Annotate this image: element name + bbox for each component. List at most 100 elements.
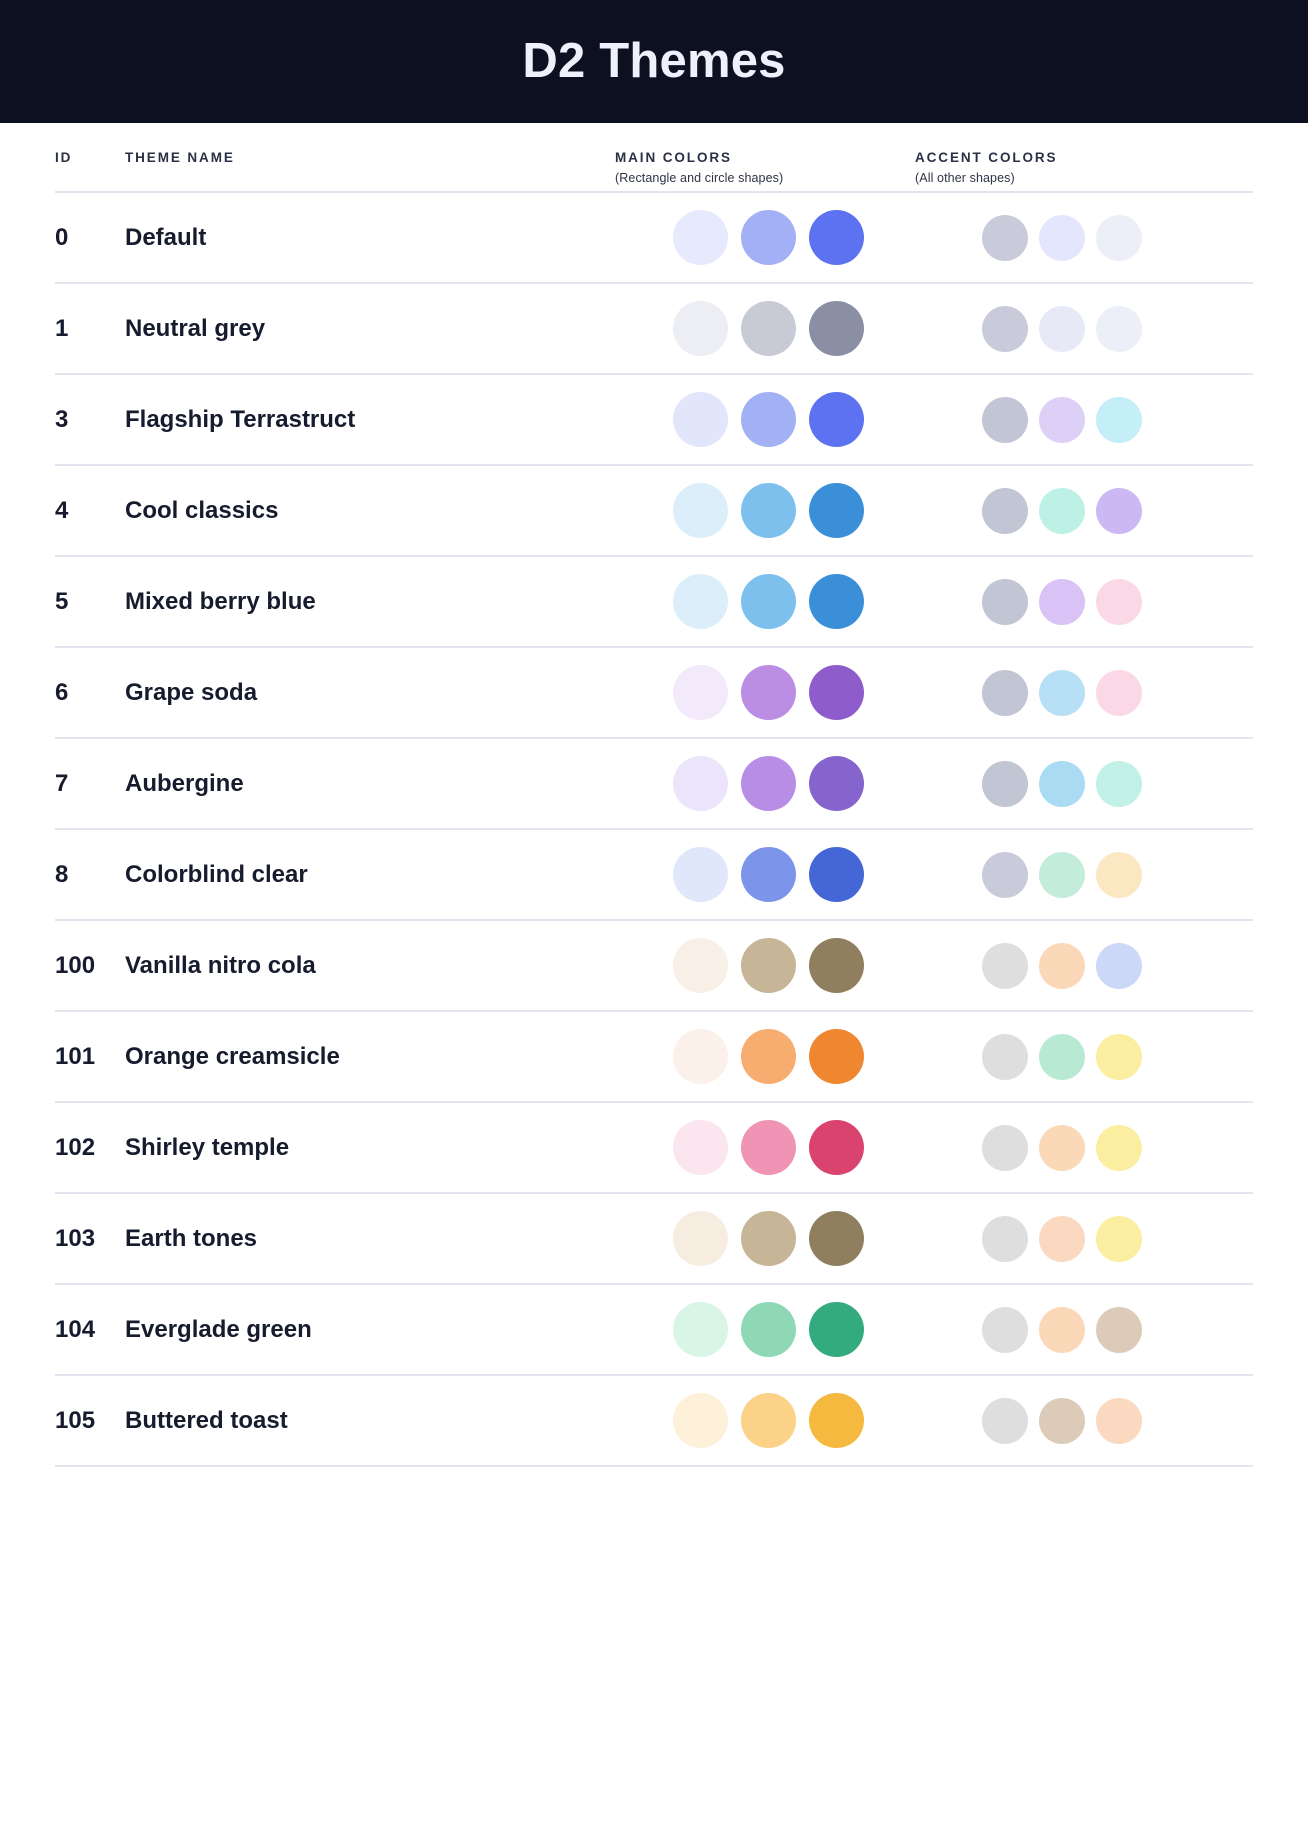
main-color-swatch-2 (741, 1393, 796, 1448)
accent-color-swatches (915, 305, 1253, 352)
accent-color-swatches (915, 487, 1253, 534)
theme-id: 104 (55, 1315, 96, 1343)
column-header-main-colors-label: MAIN COLORS (615, 150, 732, 165)
main-color-swatch-3 (809, 756, 864, 811)
table-row[interactable]: 7 Aubergine (55, 737, 1253, 828)
accent-color-swatch-1 (982, 396, 1028, 443)
table-bottom-rule (55, 1465, 1253, 1467)
theme-id: 103 (55, 1224, 96, 1252)
main-color-swatch-2 (741, 301, 796, 356)
main-color-swatch-1 (673, 210, 728, 265)
table-row[interactable]: 1 Neutral grey (55, 282, 1253, 373)
theme-name: Everglade green (125, 1315, 312, 1343)
main-color-swatch-1 (673, 574, 728, 629)
main-color-swatches (615, 938, 915, 993)
accent-color-swatch-2 (1039, 305, 1085, 352)
main-color-swatches (615, 847, 915, 902)
accent-color-swatch-1 (982, 1397, 1028, 1444)
accent-color-swatch-2 (1039, 1033, 1085, 1080)
main-color-swatches (615, 1029, 915, 1084)
accent-color-swatch-1 (982, 760, 1028, 807)
accent-color-swatch-1 (982, 578, 1028, 625)
main-color-swatch-2 (741, 483, 796, 538)
theme-id: 4 (55, 496, 69, 524)
accent-color-swatch-1 (982, 487, 1028, 534)
accent-color-swatch-2 (1039, 487, 1085, 534)
main-color-swatch-2 (741, 665, 796, 720)
table-row[interactable]: 0 Default (55, 191, 1253, 282)
main-color-swatch-3 (809, 392, 864, 447)
theme-name: Shirley temple (125, 1133, 290, 1161)
main-color-swatch-3 (809, 665, 864, 720)
main-color-swatch-1 (673, 665, 728, 720)
main-color-swatch-3 (809, 1302, 864, 1357)
table-row[interactable]: 103 Earth tones (55, 1192, 1253, 1283)
accent-color-swatch-3 (1096, 1306, 1142, 1353)
table-row[interactable]: 8 Colorblind clear (55, 828, 1253, 919)
main-color-swatch-2 (741, 1302, 796, 1357)
table-row[interactable]: 100 Vanilla nitro cola (55, 919, 1253, 1010)
accent-color-swatch-3 (1096, 487, 1142, 534)
accent-color-swatch-3 (1096, 396, 1142, 443)
accent-color-swatch-2 (1039, 578, 1085, 625)
accent-color-swatches (915, 578, 1253, 625)
column-header-id-label: ID (55, 150, 73, 165)
table-row[interactable]: 102 Shirley temple (55, 1101, 1253, 1192)
main-color-swatches (615, 210, 915, 265)
column-header-id: ID (55, 150, 125, 166)
main-color-swatch-3 (809, 574, 864, 629)
main-color-swatch-3 (809, 938, 864, 993)
main-color-swatch-1 (673, 756, 728, 811)
theme-id: 5 (55, 587, 69, 615)
main-color-swatch-2 (741, 938, 796, 993)
theme-id: 100 (55, 951, 96, 979)
main-color-swatches (615, 1211, 915, 1266)
theme-id: 102 (55, 1133, 96, 1161)
accent-color-swatch-2 (1039, 1215, 1085, 1262)
main-color-swatches (615, 392, 915, 447)
main-color-swatches (615, 483, 915, 538)
main-color-swatch-1 (673, 1211, 728, 1266)
column-header-accent-colors-label: ACCENT COLORS (915, 150, 1058, 165)
table-row[interactable]: 5 Mixed berry blue (55, 555, 1253, 646)
main-color-swatch-2 (741, 1211, 796, 1266)
accent-color-swatch-1 (982, 214, 1028, 261)
table-row[interactable]: 104 Everglade green (55, 1283, 1253, 1374)
column-header-accent-colors-sublabel: (All other shapes) (915, 170, 1015, 185)
accent-color-swatches (915, 760, 1253, 807)
main-color-swatch-2 (741, 756, 796, 811)
theme-name: Vanilla nitro cola (125, 951, 316, 979)
accent-color-swatch-3 (1096, 1397, 1142, 1444)
table-row[interactable]: 105 Buttered toast (55, 1374, 1253, 1465)
main-color-swatch-2 (741, 210, 796, 265)
table-row[interactable]: 4 Cool classics (55, 464, 1253, 555)
theme-id: 6 (55, 678, 69, 706)
table-row[interactable]: 3 Flagship Terrastruct (55, 373, 1253, 464)
accent-color-swatches (915, 669, 1253, 716)
theme-name: Neutral grey (125, 314, 266, 342)
accent-color-swatch-2 (1039, 214, 1085, 261)
theme-name: Mixed berry blue (125, 587, 316, 615)
accent-color-swatch-3 (1096, 305, 1142, 352)
accent-color-swatch-3 (1096, 851, 1142, 898)
accent-color-swatch-2 (1039, 1124, 1085, 1171)
table-row[interactable]: 6 Grape soda (55, 646, 1253, 737)
main-color-swatch-3 (809, 1393, 864, 1448)
column-header-theme-name-label: THEME NAME (125, 150, 235, 165)
main-color-swatch-3 (809, 210, 864, 265)
main-color-swatch-1 (673, 1393, 728, 1448)
accent-color-swatch-3 (1096, 760, 1142, 807)
table-row[interactable]: 101 Orange creamsicle (55, 1010, 1253, 1101)
accent-color-swatches (915, 1397, 1253, 1444)
column-header-main-colors: MAIN COLORS (Rectangle and circle shapes… (615, 150, 915, 185)
main-color-swatch-2 (741, 847, 796, 902)
accent-color-swatch-3 (1096, 1215, 1142, 1262)
main-color-swatches (615, 301, 915, 356)
accent-color-swatch-3 (1096, 1033, 1142, 1080)
accent-color-swatches (915, 942, 1253, 989)
page-title: D2 Themes (522, 34, 786, 88)
main-color-swatch-2 (741, 392, 796, 447)
accent-color-swatch-3 (1096, 942, 1142, 989)
accent-color-swatch-1 (982, 1033, 1028, 1080)
main-color-swatches (615, 574, 915, 629)
